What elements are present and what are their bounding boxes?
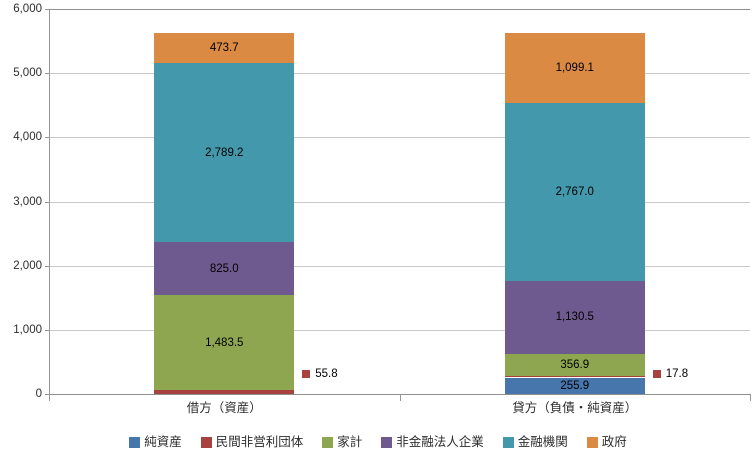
y-axis-tick	[45, 201, 49, 203]
outside-data-label: 17.8	[652, 367, 689, 381]
y-axis-tick-label: 2,000	[13, 259, 42, 272]
legend-swatch	[381, 436, 393, 448]
y-axis-tick	[45, 329, 49, 331]
y-axis-tick	[45, 73, 49, 75]
y-axis-line	[49, 9, 50, 394]
x-axis-category-label: 貸方（負債・純資産）	[512, 401, 638, 415]
bar-segment-金融機関[interactable]: 2,789.2	[154, 63, 295, 243]
bar-segment-家計[interactable]: 356.9	[504, 353, 645, 377]
bar-segment-家計[interactable]: 1,483.5	[154, 295, 295, 391]
gridline	[49, 9, 750, 10]
y-axis-tick-label: 3,000	[13, 195, 42, 208]
data-label: 255.9	[560, 379, 590, 392]
y-axis-tick	[45, 394, 49, 395]
data-label: 825.0	[209, 262, 239, 275]
legend-label: 民間非営利団体	[215, 434, 304, 449]
x-axis-tick	[49, 394, 50, 401]
legend-label: 金融機関	[517, 434, 568, 449]
outside-data-label-text: 17.8	[665, 368, 689, 380]
x-axis-category-label: 借方（資産）	[186, 401, 262, 415]
outside-data-label-text: 55.8	[315, 368, 338, 380]
gridline	[49, 201, 750, 203]
bar-segment-政府[interactable]: 473.7	[154, 32, 295, 64]
legend-swatch	[129, 436, 141, 448]
y-axis-tick	[45, 137, 49, 139]
gridline	[49, 265, 750, 267]
legend-label: 家計	[337, 434, 363, 449]
legend-swatch	[200, 436, 212, 448]
legend-swatch	[322, 436, 334, 448]
legend-item-家計[interactable]: 家計	[322, 435, 362, 450]
data-label: 1,130.5	[555, 311, 594, 324]
gridline	[49, 73, 750, 75]
y-axis-tick-label: 4,000	[13, 131, 42, 144]
legend-label: 政府	[601, 434, 627, 449]
legend-item-非金融法人企業[interactable]: 非金融法人企業	[381, 435, 484, 450]
data-label: 2,767.0	[555, 186, 594, 199]
bar-segment-純資産[interactable]: 255.9	[504, 377, 645, 394]
bar-segment-非金融法人企業[interactable]: 1,130.5	[504, 281, 645, 354]
legend-swatch	[502, 436, 514, 448]
x-axis-tick	[399, 394, 401, 401]
legend-item-金融機関[interactable]: 金融機関	[502, 434, 568, 450]
gridline	[49, 137, 750, 139]
bar-segment-政府[interactable]: 1,099.1	[504, 32, 645, 104]
bar-segment-民間非営利団体[interactable]	[154, 390, 295, 394]
legend-key-icon	[302, 370, 311, 378]
data-label: 1,099.1	[555, 62, 594, 75]
legend-key-icon	[652, 370, 661, 378]
y-axis-tick	[45, 9, 49, 10]
y-axis-tick-label: 6,000	[13, 3, 42, 15]
legend-label: 純資産	[144, 434, 182, 449]
y-axis-tick-label: 0	[35, 388, 42, 400]
x-axis-tick	[750, 394, 751, 401]
legend-item-政府[interactable]: 政府	[586, 434, 627, 450]
data-label: 473.7	[209, 42, 239, 55]
bar-segment-非金融法人企業[interactable]: 825.0	[154, 242, 295, 296]
bar-segment-金融機関[interactable]: 2,767.0	[504, 103, 645, 281]
legend-item-民間非営利団体[interactable]: 民間非営利団体	[200, 434, 304, 450]
legend-swatch	[586, 436, 598, 448]
legend: 純資産 民間非営利団体 家計 非金融法人企業 金融機関 政府	[0, 432, 756, 452]
legend-item-純資産[interactable]: 純資産	[129, 435, 182, 450]
y-axis-tick-label: 1,000	[13, 323, 42, 336]
outside-data-label: 55.8	[302, 367, 338, 381]
y-axis-tick	[45, 265, 49, 267]
gridline	[49, 329, 750, 331]
data-label: 2,789.2	[205, 146, 244, 159]
data-label: 1,483.5	[205, 336, 244, 349]
data-label: 356.9	[560, 359, 590, 371]
bar-segment-民間非営利団体[interactable]	[504, 376, 645, 378]
y-axis-tick-label: 5,000	[13, 67, 42, 80]
legend-label: 非金融法人企業	[396, 434, 484, 449]
